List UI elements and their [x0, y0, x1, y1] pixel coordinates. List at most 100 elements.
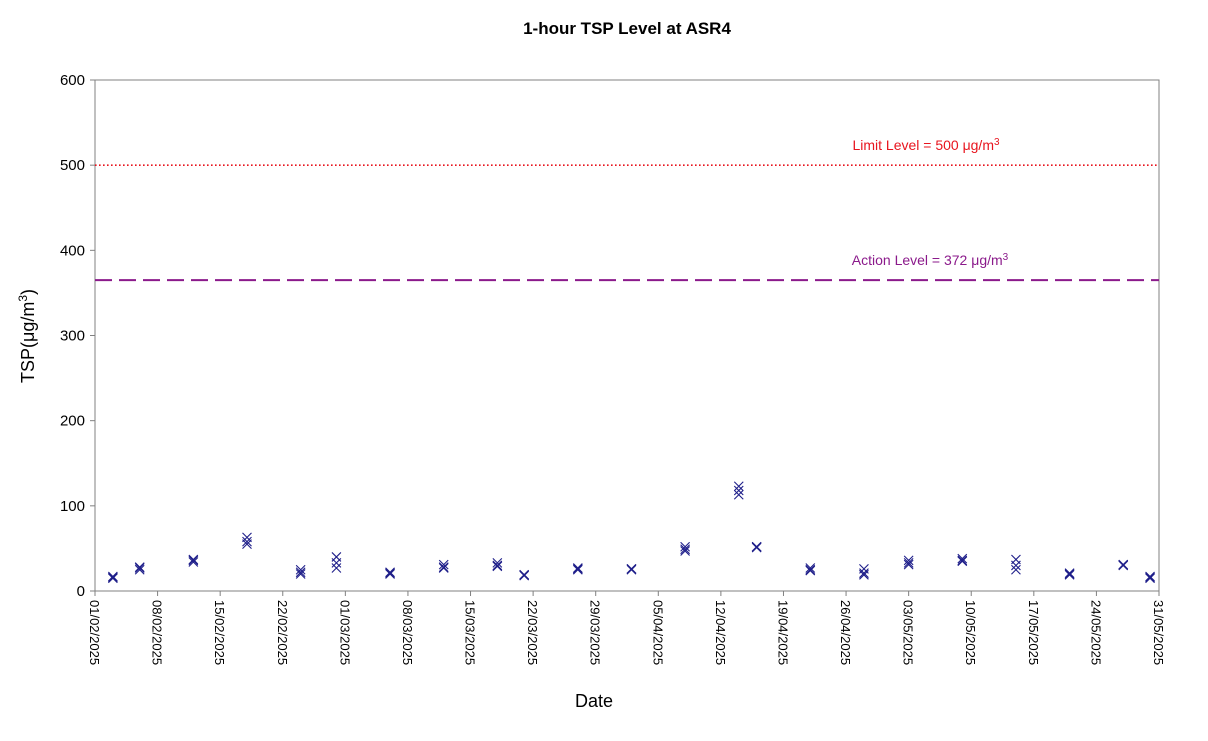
plot-area-frame	[94, 79, 1160, 592]
data-point-x-marker	[107, 573, 118, 584]
action-level-label: Action Level = 372 μg/m3	[852, 252, 1009, 269]
data-point-x-marker	[859, 569, 869, 580]
data-point-x-marker	[572, 563, 583, 573]
data-point-x-marker	[626, 563, 637, 574]
data-point-x-marker	[295, 569, 306, 579]
data-point-x-marker	[242, 536, 252, 547]
x-axis-ticks: 01/02/2025 08/02/2025 15/02/2025 22/02/2025…	[87, 591, 1166, 665]
data-point-x-marker	[242, 539, 252, 550]
x-tick-label: 03/05/2025	[901, 600, 916, 665]
data-point-x-marker	[805, 565, 816, 576]
data-point-x-marker	[1118, 559, 1129, 570]
data-point-x-marker	[805, 563, 816, 573]
x-tick-label: 22/02/2025	[275, 600, 290, 665]
data-point-x-marker	[438, 562, 449, 573]
x-tick-label: 22/03/2025	[525, 600, 540, 665]
ref-label-sup: 3	[994, 137, 1000, 148]
y-axis-ticks: 0 100 200 300 400 500 600	[60, 72, 95, 600]
data-point-x-marker	[572, 564, 583, 575]
chart-title: 1-hour TSP Level at ASR4	[523, 19, 731, 38]
data-point-x-marker	[1145, 573, 1155, 584]
y-tick-label: 600	[60, 72, 85, 89]
y-axis-label-sup: 3	[16, 295, 30, 302]
x-tick-label: 19/04/2025	[775, 600, 790, 665]
data-point-x-marker	[295, 567, 306, 578]
data-point-x-marker	[492, 561, 503, 572]
x-tick-label: 01/02/2025	[87, 600, 102, 665]
data-point-x-marker	[751, 542, 762, 553]
data-point-x-marker	[242, 532, 252, 543]
y-axis-label: TSP(μg/m3)	[16, 289, 38, 383]
data-point-x-marker	[859, 568, 869, 579]
data-point-x-marker	[733, 481, 744, 492]
data-point-x-marker	[751, 541, 762, 552]
x-tick-label: 26/04/2025	[838, 600, 853, 665]
y-axis-label-main: TSP(	[18, 342, 38, 383]
data-points	[107, 481, 1155, 584]
data-point-x-marker	[957, 553, 968, 564]
data-point-x-marker	[331, 563, 342, 573]
data-point-x-marker	[107, 571, 118, 582]
data-point-x-marker	[519, 569, 530, 580]
data-point-x-marker	[492, 560, 503, 571]
data-point-x-marker	[188, 557, 199, 567]
data-point-x-marker	[957, 556, 968, 567]
x-tick-label: 10/05/2025	[963, 600, 978, 665]
data-point-x-marker	[188, 555, 199, 566]
data-point-x-marker	[1064, 569, 1075, 579]
ref-label-unit: μg/m	[971, 252, 1002, 268]
data-point-x-marker	[626, 564, 637, 575]
data-point-x-marker	[295, 564, 306, 575]
x-tick-label: 12/04/2025	[713, 600, 728, 665]
y-axis-label-unit: μg/m	[18, 302, 38, 342]
x-tick-label: 05/04/2025	[650, 600, 665, 665]
x-tick-label: 17/05/2025	[1026, 600, 1041, 665]
data-point-x-marker	[680, 544, 691, 555]
data-point-x-marker	[385, 569, 395, 579]
x-tick-label: 08/03/2025	[400, 600, 415, 665]
data-point-x-marker	[1145, 572, 1155, 583]
data-point-x-marker	[1064, 569, 1075, 580]
x-tick-label: 01/03/2025	[337, 600, 352, 665]
ref-label-sup: 3	[1003, 252, 1009, 263]
x-tick-label: 15/03/2025	[463, 600, 478, 665]
data-point-x-marker	[733, 485, 744, 496]
x-tick-label: 08/02/2025	[150, 600, 165, 665]
data-point-x-marker	[385, 567, 395, 578]
x-tick-label: 31/05/2025	[1151, 600, 1166, 665]
data-point-x-marker	[733, 489, 744, 500]
y-axis-label-close: )	[18, 289, 38, 295]
data-point-x-marker	[331, 558, 342, 568]
data-point-x-marker	[107, 572, 118, 583]
data-point-x-marker	[903, 558, 914, 568]
data-point-x-marker	[438, 559, 449, 570]
x-tick-label: 24/05/2025	[1088, 600, 1103, 665]
data-point-x-marker	[572, 563, 583, 574]
data-point-x-marker	[1145, 571, 1155, 582]
data-point-x-marker	[134, 564, 145, 575]
x-axis-label: Date	[575, 691, 613, 711]
ref-label-text: Action Level = 372	[852, 252, 971, 268]
y-tick-label: 300	[60, 328, 85, 345]
data-point-x-marker	[957, 555, 968, 566]
ref-label-text: Limit Level = 500	[852, 137, 962, 153]
data-point-x-marker	[188, 554, 199, 565]
data-point-x-marker	[1011, 564, 1021, 575]
ref-label-unit: μg/m	[963, 137, 994, 153]
y-tick-label: 0	[77, 583, 85, 600]
limit-level-label: Limit Level = 500 μg/m3	[852, 137, 1000, 154]
data-point-x-marker	[680, 546, 691, 556]
y-tick-label: 200	[60, 413, 85, 430]
data-point-x-marker	[805, 564, 816, 575]
data-point-x-marker	[680, 541, 691, 552]
data-point-x-marker	[385, 568, 395, 579]
data-point-x-marker	[1011, 560, 1021, 571]
data-point-x-marker	[134, 563, 145, 573]
data-point-x-marker	[1118, 560, 1129, 571]
x-tick-label: 29/03/2025	[588, 600, 603, 665]
data-point-x-marker	[903, 555, 914, 566]
data-point-x-marker	[1064, 568, 1075, 579]
data-point-x-marker	[134, 562, 145, 573]
